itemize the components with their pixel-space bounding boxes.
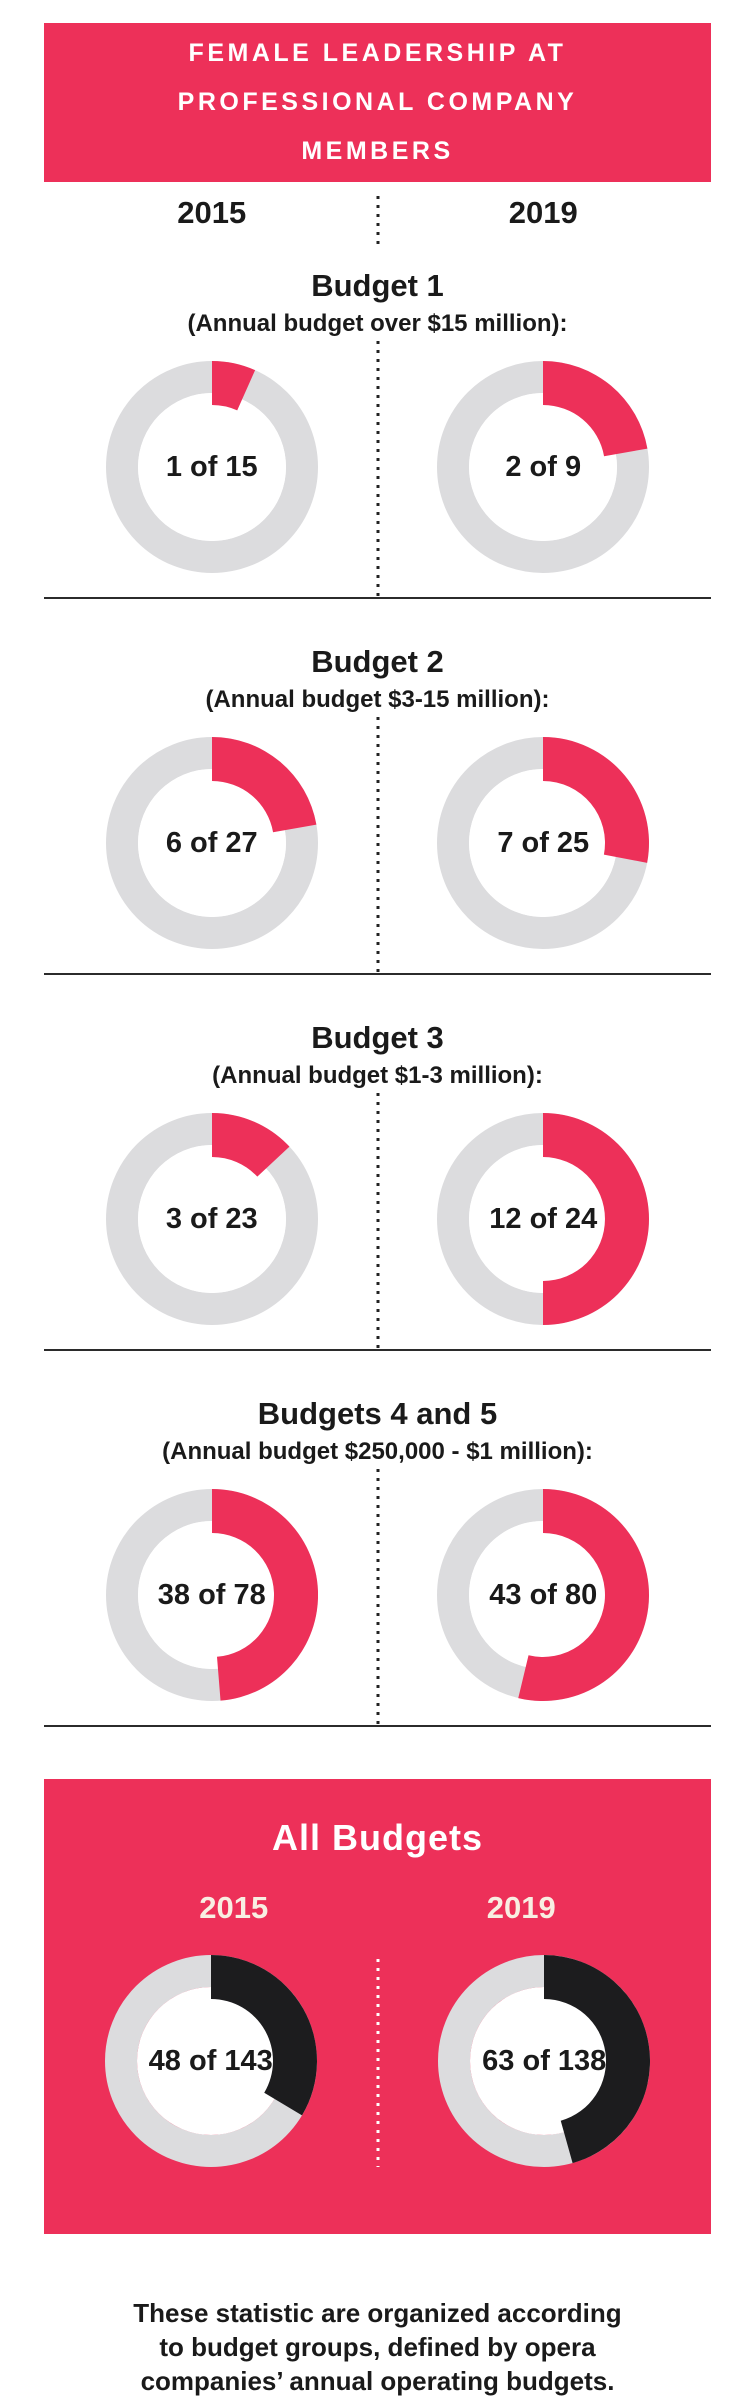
donut-svg bbox=[104, 1955, 317, 2167]
panel-dotted-divider bbox=[376, 1959, 379, 2167]
section-divider bbox=[44, 1349, 711, 1351]
chart-cell-2015: 6 of 27 bbox=[46, 737, 378, 949]
section-budget-3: Budget 3 (Annual budget $1-3 million): 3… bbox=[0, 975, 755, 1351]
footer-line-2: to budget groups, defined by opera bbox=[159, 2332, 596, 2362]
donut-chart-all-2015: 48 of 143 bbox=[104, 1955, 317, 2167]
donut-chart-2015: 6 of 27 bbox=[105, 737, 318, 949]
donut-chart-2015: 1 of 15 bbox=[105, 361, 318, 573]
column-dotted-divider bbox=[376, 717, 379, 973]
chart-cell-2015: 48 of 143 bbox=[44, 1955, 378, 2167]
donut-label: 48 of 143 bbox=[148, 2044, 273, 2077]
column-dotted-divider bbox=[376, 1469, 379, 1725]
donut-label: 6 of 27 bbox=[165, 826, 258, 859]
section-divider bbox=[44, 1725, 711, 1727]
donut-svg bbox=[105, 737, 318, 949]
donut-svg bbox=[437, 1113, 650, 1325]
donut-chart-2019: 7 of 25 bbox=[437, 737, 650, 949]
donut-value-arc bbox=[543, 1113, 650, 1325]
donut-label: 2 of 9 bbox=[505, 450, 582, 483]
section-title: Budget 1 bbox=[311, 268, 444, 303]
panel-charts-row: 48 of 143 63 of 138 bbox=[44, 1955, 711, 2167]
all-budgets-panel: All Budgets 2015 2019 48 of 143 63 of 13… bbox=[44, 1779, 711, 2234]
section-title: Budget 3 bbox=[311, 1020, 444, 1055]
section-subtitle: (Annual budget $1-3 million): bbox=[212, 1062, 543, 1089]
panel-years-row: 2015 2019 bbox=[44, 1887, 711, 1929]
section-subtitle: (Annual budget $250,000 - $1 million): bbox=[162, 1438, 593, 1465]
header-banner: FEMALE LEADERSHIP AT PROFESSIONAL COMPAN… bbox=[44, 23, 711, 182]
panel-year-2015: 2015 bbox=[199, 1890, 269, 1925]
donut-value-arc bbox=[211, 1489, 318, 1701]
donut-label: 38 of 78 bbox=[157, 1578, 266, 1611]
column-dotted-divider bbox=[376, 1093, 379, 1349]
years-dotted-divider bbox=[376, 196, 379, 244]
footer-line-1: These statistic are organized according bbox=[133, 2298, 622, 2328]
donut-value-arc bbox=[518, 1489, 650, 1701]
chart-cell-2019: 63 of 138 bbox=[378, 1955, 712, 2167]
donut-label: 3 of 23 bbox=[165, 1202, 258, 1235]
donut-chart-2019: 12 of 24 bbox=[437, 1113, 650, 1325]
chart-cell-2019: 7 of 25 bbox=[378, 737, 710, 949]
charts-row: 1 of 15 2 of 9 bbox=[0, 341, 755, 597]
column-dotted-divider bbox=[376, 341, 379, 597]
donut-value-arc bbox=[211, 1113, 290, 1177]
donut-chart-2019: 43 of 80 bbox=[437, 1489, 650, 1701]
charts-row: 38 of 78 43 of 80 bbox=[0, 1469, 755, 1725]
year-label-2015: 2015 bbox=[177, 195, 247, 230]
donut-svg bbox=[105, 1113, 318, 1325]
donut-value-arc bbox=[543, 737, 650, 863]
donut-chart-2015: 38 of 78 bbox=[105, 1489, 318, 1701]
footer-note: These statistic are organized according … bbox=[0, 2296, 755, 2398]
section-budget-2: Budget 2 (Annual budget $3-15 million): … bbox=[0, 599, 755, 975]
chart-cell-2015: 38 of 78 bbox=[46, 1489, 378, 1701]
donut-svg bbox=[105, 1489, 318, 1701]
section-title: Budgets 4 and 5 bbox=[257, 1396, 498, 1431]
donut-label: 43 of 80 bbox=[489, 1578, 598, 1611]
chart-cell-2019: 43 of 80 bbox=[378, 1489, 710, 1701]
charts-row: 6 of 27 7 of 25 bbox=[0, 717, 755, 973]
section-budget-1: Budget 1 (Annual budget over $15 million… bbox=[0, 244, 755, 599]
donut-label: 63 of 138 bbox=[482, 2044, 607, 2077]
charts-row: 3 of 23 12 of 24 bbox=[0, 1093, 755, 1349]
donut-chart-2019: 2 of 9 bbox=[437, 361, 650, 573]
donut-value-arc bbox=[210, 1955, 317, 2116]
panel-body: 2015 2019 48 of 143 63 of 138 bbox=[44, 1887, 711, 2167]
section-subtitle: (Annual budget $3-15 million): bbox=[205, 686, 550, 713]
donut-svg bbox=[437, 1489, 650, 1701]
chart-cell-2015: 3 of 23 bbox=[46, 1113, 378, 1325]
year-label-2019: 2019 bbox=[508, 195, 578, 230]
donut-value-arc bbox=[211, 361, 255, 411]
donut-svg bbox=[438, 1955, 651, 2167]
section-divider bbox=[44, 597, 711, 599]
donut-value-arc bbox=[544, 1955, 651, 2164]
donut-label: 1 of 15 bbox=[165, 450, 258, 483]
section-budgets-4-and-5: Budgets 4 and 5 (Annual budget $250,000 … bbox=[0, 1351, 755, 1727]
donut-svg bbox=[437, 737, 650, 949]
donut-svg bbox=[437, 361, 650, 573]
years-row: 2015 2019 bbox=[0, 182, 755, 244]
donut-chart-2015: 3 of 23 bbox=[105, 1113, 318, 1325]
panel-year-2019: 2019 bbox=[486, 1890, 556, 1925]
panel-title: All Budgets bbox=[271, 1817, 483, 1858]
header-title-line-1: FEMALE LEADERSHIP AT bbox=[188, 39, 567, 67]
donut-label: 12 of 24 bbox=[489, 1202, 598, 1235]
section-divider bbox=[44, 973, 711, 975]
footer-line-3: companies’ annual operating budgets. bbox=[140, 2366, 615, 2396]
donut-value-arc bbox=[211, 737, 317, 833]
donut-label: 7 of 25 bbox=[497, 826, 590, 859]
section-subtitle: (Annual budget over $15 million): bbox=[187, 310, 568, 337]
chart-cell-2019: 12 of 24 bbox=[378, 1113, 710, 1325]
chart-cell-2015: 1 of 15 bbox=[46, 361, 378, 573]
chart-cell-2019: 2 of 9 bbox=[378, 361, 710, 573]
donut-svg bbox=[105, 361, 318, 573]
header-title-line-3: MEMBERS bbox=[301, 137, 454, 165]
donut-value-arc bbox=[543, 361, 648, 457]
header-title-line-2: PROFESSIONAL COMPANY bbox=[177, 88, 578, 116]
section-title: Budget 2 bbox=[311, 644, 444, 679]
donut-chart-all-2019: 63 of 138 bbox=[438, 1955, 651, 2167]
